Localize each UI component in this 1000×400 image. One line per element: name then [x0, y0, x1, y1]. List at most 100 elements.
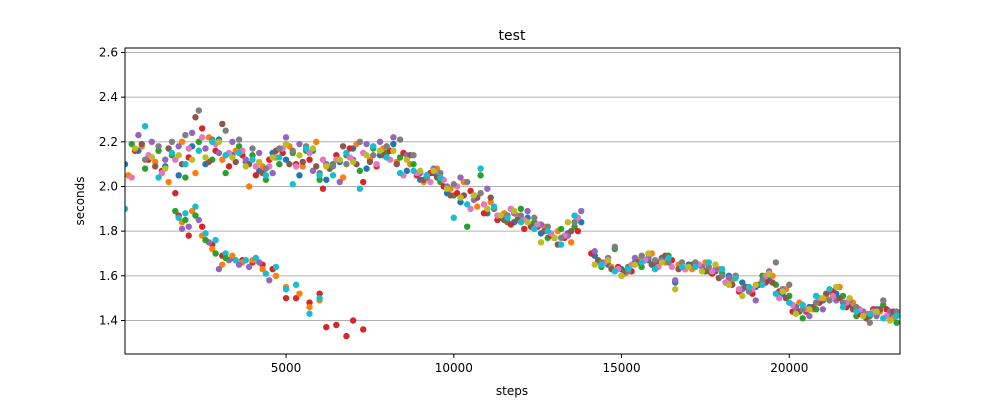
- data-point: [812, 292, 820, 300]
- data-point: [759, 281, 766, 288]
- data-point: [396, 154, 404, 161]
- data-point: [403, 156, 411, 163]
- data-point: [880, 301, 887, 309]
- data-point: [178, 138, 186, 146]
- plot-frame: [124, 47, 901, 355]
- data-point: [534, 221, 541, 228]
- data-point: [252, 172, 260, 179]
- data-point: [242, 163, 249, 170]
- data-point: [269, 154, 276, 161]
- y-tick-label: 1.8: [99, 224, 118, 238]
- data-point: [339, 143, 347, 150]
- data-point: [356, 185, 364, 192]
- data-point: [464, 223, 471, 230]
- data-point: [826, 286, 833, 293]
- data-point: [262, 172, 270, 179]
- y-tick-label: 1.4: [99, 313, 118, 327]
- data-point: [302, 145, 310, 152]
- data-point: [819, 294, 827, 302]
- data-point: [185, 223, 192, 230]
- data-point: [215, 149, 223, 157]
- data-point: [638, 263, 645, 271]
- data-point: [252, 254, 260, 262]
- data-point: [125, 160, 129, 168]
- data-point: [316, 290, 323, 297]
- data-point: [410, 152, 417, 159]
- data-point: [443, 185, 451, 192]
- data-point: [665, 259, 672, 266]
- data-point: [175, 172, 182, 179]
- data-point: [360, 326, 367, 333]
- chart-title: test: [499, 28, 526, 44]
- data-point: [853, 303, 860, 311]
- data-point: [571, 219, 578, 226]
- data-point: [745, 288, 753, 295]
- data-point: [202, 230, 209, 237]
- data-point: [507, 221, 515, 228]
- data-point: [427, 178, 434, 186]
- x-axis-ticks: 5000 10000 15000 20000: [271, 354, 808, 375]
- data-point: [685, 263, 692, 271]
- data-point: [202, 145, 209, 152]
- data-point: [269, 169, 276, 177]
- data-point: [151, 158, 159, 166]
- data-point: [524, 207, 531, 215]
- data-point: [198, 125, 206, 132]
- data-point: [262, 176, 270, 183]
- data-point: [323, 323, 330, 331]
- data-point: [141, 122, 149, 130]
- data-point: [282, 140, 290, 148]
- data-point: [551, 234, 558, 242]
- data-point: [873, 308, 880, 315]
- data-point: [631, 261, 639, 268]
- data-point: [323, 176, 330, 183]
- data-point: [494, 216, 501, 224]
- data-point: [521, 225, 528, 233]
- data-point: [568, 227, 575, 235]
- data-point: [745, 283, 753, 291]
- data-point: [765, 270, 773, 277]
- data-point: [249, 145, 256, 152]
- data-point: [141, 165, 149, 172]
- data-point: [229, 154, 236, 161]
- data-point: [259, 265, 266, 273]
- data-point: [668, 263, 676, 271]
- data-point: [319, 156, 327, 163]
- data-point: [235, 261, 243, 268]
- data-point: [222, 250, 229, 257]
- data-point: [195, 216, 203, 224]
- data-point: [165, 145, 172, 152]
- data-point: [430, 167, 437, 175]
- data-point: [222, 169, 229, 177]
- data-point: [611, 243, 619, 250]
- data-point: [255, 158, 263, 166]
- data-point: [786, 299, 793, 306]
- data-point: [393, 160, 400, 168]
- x-axis-label: steps: [496, 384, 528, 398]
- data-point: [692, 259, 699, 266]
- data-point: [383, 143, 390, 150]
- data-point: [450, 214, 457, 221]
- data-point: [648, 261, 655, 268]
- data-point: [209, 138, 216, 146]
- data-point: [370, 143, 377, 150]
- data-point: [799, 306, 806, 313]
- data-point: [470, 192, 478, 199]
- x-tick-label: 5000: [271, 361, 302, 375]
- data-point: [346, 145, 353, 152]
- data-point: [437, 169, 444, 177]
- data-point: [289, 147, 296, 154]
- data-point: [148, 138, 156, 146]
- data-point: [232, 158, 239, 166]
- data-point: [752, 297, 759, 304]
- data-point: [467, 187, 474, 195]
- data-point: [282, 134, 290, 141]
- data-point: [578, 207, 585, 215]
- data-point: [349, 158, 357, 166]
- data-point: [343, 160, 350, 168]
- data-point: [611, 268, 619, 275]
- data-point: [846, 294, 853, 302]
- data-point: [866, 310, 874, 317]
- data-point: [604, 256, 612, 264]
- data-point: [806, 306, 813, 313]
